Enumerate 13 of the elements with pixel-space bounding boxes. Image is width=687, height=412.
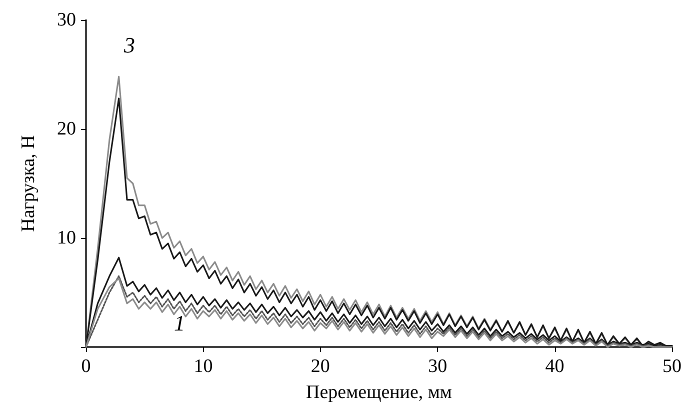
x-tick-label: 30 (428, 356, 448, 377)
x-tick-label: 10 (194, 356, 213, 377)
x-axis-title: Перемещение, мм (306, 382, 452, 403)
x-tick-label: 40 (545, 356, 564, 377)
x-tick-label: 0 (81, 356, 91, 377)
y-tick-label: 20 (57, 118, 76, 140)
annotation: 3 (123, 32, 135, 58)
x-tick-label: 20 (310, 356, 330, 377)
y-axis-title: Нагрузка, Н (18, 134, 39, 232)
y-tick-label: 10 (57, 228, 76, 248)
annotation: 1 (174, 310, 185, 336)
y-tick-label: 30 (57, 10, 76, 30)
x-tick-label: 50 (662, 356, 682, 377)
